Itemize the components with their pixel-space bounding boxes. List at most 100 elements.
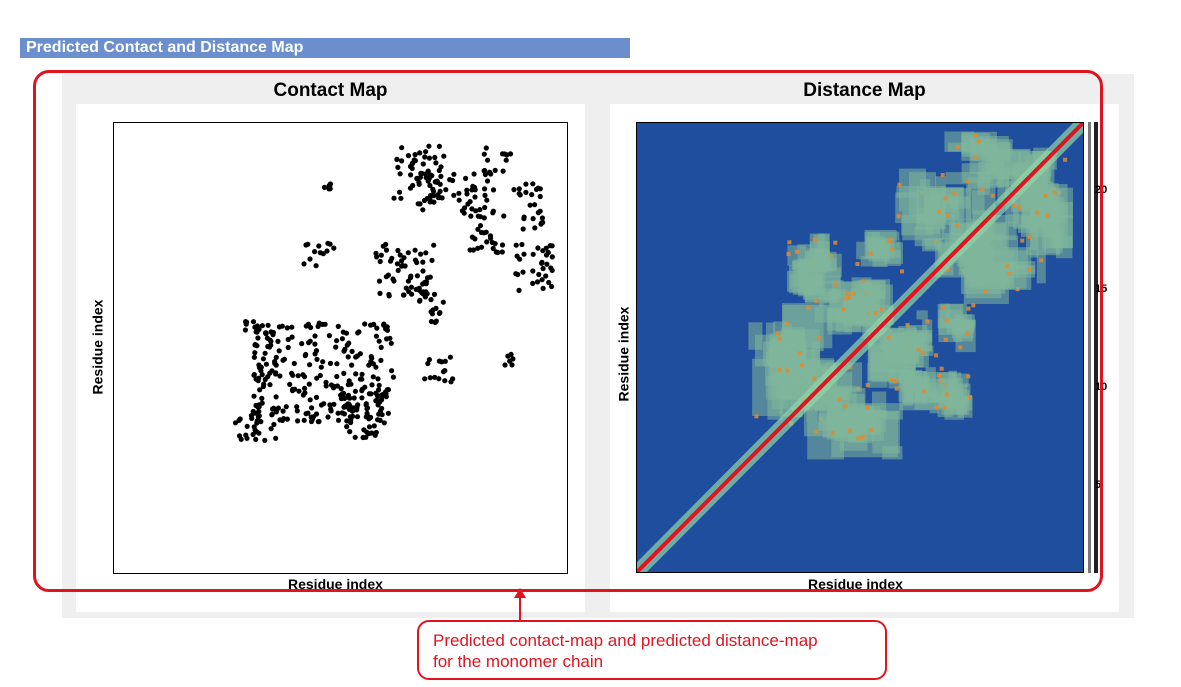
contact-dot — [438, 164, 444, 170]
contact-dot — [521, 251, 527, 257]
distance-hotspot — [1063, 157, 1068, 162]
contact-dot — [349, 348, 355, 354]
contact-dot — [390, 374, 396, 380]
contact-dot — [256, 362, 262, 368]
contact-dot — [314, 356, 320, 362]
contact-dot — [416, 179, 422, 185]
contact-dot — [389, 368, 395, 374]
contact-dot — [251, 354, 257, 360]
contact-dot — [255, 378, 261, 384]
contact-dot — [325, 240, 331, 246]
distance-colorbar — [1088, 122, 1098, 573]
contact-dot — [450, 376, 456, 382]
contact-dot — [321, 184, 328, 190]
distance-hotspot — [893, 379, 898, 384]
contact-dot — [267, 337, 273, 343]
distance-hotspot — [940, 173, 945, 177]
contact-dot — [376, 338, 382, 344]
distance-hotspot — [905, 322, 910, 327]
distance-hotspot — [944, 318, 949, 323]
contact-dot — [439, 359, 445, 365]
contact-dot — [428, 309, 434, 315]
contact-dot — [549, 283, 555, 290]
contact-dot — [369, 382, 375, 388]
contact-dot — [283, 404, 289, 410]
contact-dot — [495, 249, 501, 256]
distance-hotspot — [920, 350, 925, 355]
contact-dot — [407, 275, 414, 281]
contact-dot — [433, 160, 439, 166]
contact-dot — [351, 395, 357, 401]
contact-dot — [478, 229, 485, 236]
contact-dot — [289, 370, 295, 376]
contact-dot — [440, 299, 446, 305]
distance-region — [898, 326, 917, 356]
contact-dot — [306, 381, 312, 387]
contact-dot — [300, 372, 306, 378]
contact-dot — [426, 143, 432, 149]
distance-hotspot — [916, 347, 921, 352]
distance-hotspot — [971, 303, 976, 308]
contact-dot — [270, 332, 276, 338]
contact-dot — [484, 178, 491, 184]
contact-dot — [244, 435, 250, 441]
distance-hotspot — [952, 192, 957, 197]
contact-dot — [339, 391, 345, 397]
contact-dot — [440, 369, 447, 375]
contact-dot — [500, 168, 506, 174]
distance-hotspot — [937, 373, 941, 378]
distance-map-heatmap — [637, 123, 1083, 572]
distance-map-xlabel: Residue index — [808, 576, 903, 592]
contact-dot — [313, 411, 320, 417]
contact-dot — [347, 429, 353, 435]
contact-dot — [263, 330, 269, 336]
contact-dot — [371, 321, 377, 327]
contact-dot — [456, 190, 462, 196]
contact-dot — [412, 247, 418, 253]
distance-hotspot — [797, 351, 802, 356]
contact-dot — [258, 368, 264, 374]
contact-dot — [438, 173, 444, 179]
contact-dot — [501, 213, 507, 219]
contact-dot — [516, 287, 522, 293]
distance-hotspot — [843, 296, 848, 301]
contact-dot — [331, 401, 337, 407]
contact-dot — [255, 335, 261, 341]
distance-region — [811, 275, 840, 284]
contact-dot — [437, 310, 443, 316]
contact-dot — [279, 417, 286, 423]
contact-dot — [472, 194, 478, 200]
contact-dot — [488, 171, 494, 177]
distance-hotspot — [925, 319, 930, 324]
contact-dot — [308, 324, 314, 331]
contact-dot — [307, 362, 313, 368]
contact-dot — [354, 414, 361, 420]
contact-dot — [499, 242, 506, 248]
distance-hotspot — [966, 179, 971, 184]
contact-dot — [333, 344, 339, 350]
contact-dot — [280, 408, 286, 414]
contact-dot — [253, 436, 259, 442]
distance-hotspot — [900, 269, 904, 274]
distance-region — [972, 190, 985, 215]
distance-region — [922, 319, 933, 342]
contact-dot — [532, 225, 538, 231]
contact-dot — [472, 184, 478, 191]
contact-dot — [349, 362, 355, 368]
contact-dot — [269, 411, 275, 417]
contact-dot — [362, 321, 368, 327]
distance-hotspot — [799, 363, 804, 368]
contact-dot — [517, 256, 523, 262]
distance-hotspot — [865, 405, 870, 410]
contact-dot — [429, 257, 435, 263]
contact-dot — [352, 388, 358, 394]
contact-dot — [477, 223, 484, 229]
contact-map-plot — [113, 122, 568, 574]
contact-dot — [254, 343, 260, 349]
contact-dot — [302, 385, 308, 391]
contact-dot — [543, 273, 549, 279]
contact-dot — [359, 395, 365, 401]
contact-dot — [409, 291, 415, 297]
contact-dot — [391, 195, 397, 201]
contact-dot — [244, 423, 250, 429]
